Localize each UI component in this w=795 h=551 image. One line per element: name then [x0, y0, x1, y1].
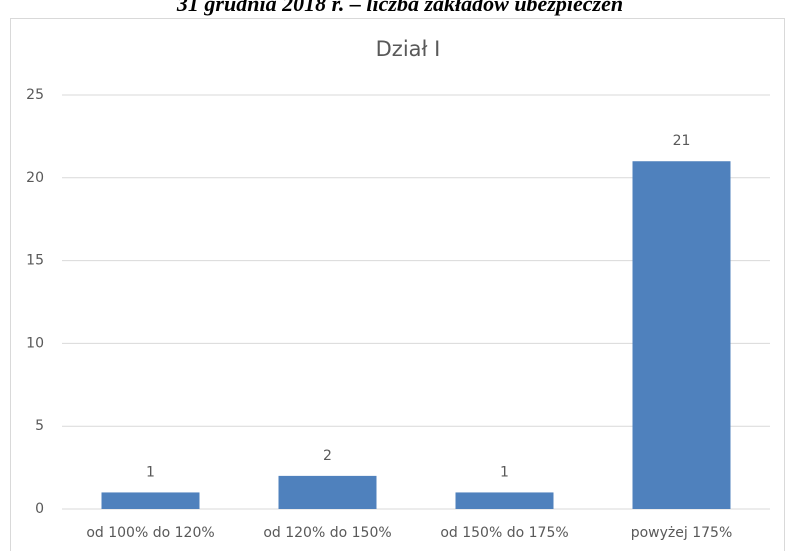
bar	[455, 492, 554, 509]
x-tick-label: od 100% do 120%	[86, 525, 214, 541]
x-tick-label: od 150% do 175%	[440, 525, 568, 541]
y-tick-label: 0	[35, 501, 44, 517]
x-tick-label: powyżej 175%	[631, 525, 733, 541]
header-background	[150, 0, 645, 18]
chart-title: Dział I	[376, 37, 441, 61]
data-label: 1	[500, 464, 509, 480]
x-tick-label: od 120% do 150%	[263, 525, 391, 541]
data-label: 21	[673, 133, 691, 149]
y-tick-label: 20	[26, 170, 44, 186]
data-label: 2	[323, 448, 332, 464]
y-tick-label: 15	[26, 253, 44, 269]
header-text: 31 grudnia 2018 r. – liczba zakładów ube…	[176, 0, 623, 16]
bar	[278, 475, 377, 509]
data-label: 1	[146, 464, 155, 480]
y-tick-label: 25	[26, 87, 44, 103]
bar	[101, 492, 200, 509]
y-tick-label: 10	[26, 335, 44, 351]
y-tick-label: 5	[35, 418, 44, 434]
bar	[632, 161, 731, 510]
